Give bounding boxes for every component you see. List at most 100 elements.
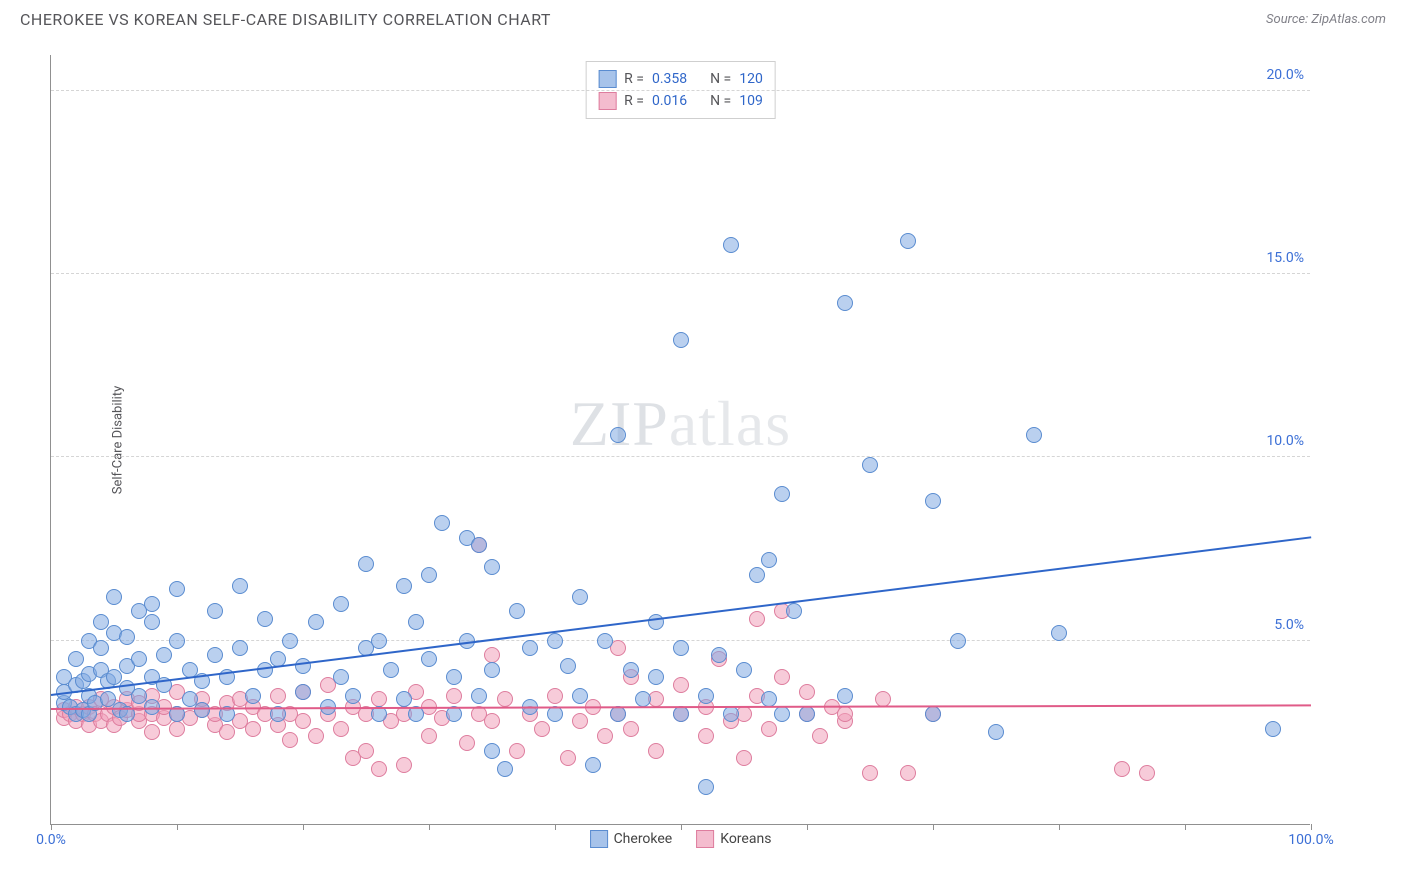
- gridline-h: [51, 456, 1310, 457]
- scatter-point-a: [484, 662, 500, 678]
- trendline-a: [51, 536, 1311, 696]
- scatter-point-a: [257, 662, 273, 678]
- scatter-point-a: [371, 633, 387, 649]
- x-tick: [807, 824, 808, 830]
- scatter-point-a: [295, 684, 311, 700]
- scatter-point-a: [358, 556, 374, 572]
- scatter-point-a: [1265, 721, 1281, 737]
- scatter-point-a: [156, 647, 172, 663]
- y-tick-label: 5.0%: [1274, 617, 1304, 633]
- scatter-point-b: [1139, 765, 1155, 781]
- scatter-point-b: [484, 713, 500, 729]
- scatter-point-a: [723, 706, 739, 722]
- scatter-point-a: [736, 662, 752, 678]
- scatter-point-b: [270, 688, 286, 704]
- legend: Cherokee Koreans: [590, 830, 772, 848]
- scatter-point-a: [257, 611, 273, 627]
- scatter-point-b: [698, 728, 714, 744]
- scatter-point-a: [610, 427, 626, 443]
- scatter-point-a: [988, 724, 1004, 740]
- scatter-point-a: [950, 633, 966, 649]
- gridline-h: [51, 90, 1310, 91]
- scatter-point-b: [761, 721, 777, 737]
- chart-area: Self-Care Disability ZIPatlas R = 0.358 …: [50, 55, 1380, 825]
- scatter-point-a: [597, 633, 613, 649]
- scatter-point-b: [509, 743, 525, 759]
- legend-label-b: Koreans: [720, 831, 771, 847]
- scatter-point-a: [925, 706, 941, 722]
- scatter-point-a: [497, 761, 513, 777]
- scatter-point-a: [232, 578, 248, 594]
- scatter-point-a: [421, 651, 437, 667]
- swatch-b-icon: [696, 830, 714, 848]
- x-tick: [1185, 824, 1186, 830]
- scatter-point-a: [68, 651, 84, 667]
- scatter-point-a: [547, 633, 563, 649]
- scatter-point-a: [119, 629, 135, 645]
- scatter-point-a: [648, 669, 664, 685]
- r-label: R =: [624, 93, 644, 109]
- x-tick: [177, 824, 178, 830]
- scatter-point-a: [333, 596, 349, 612]
- n-label: N =: [710, 93, 731, 109]
- n-label: N =: [710, 71, 731, 87]
- scatter-point-a: [282, 633, 298, 649]
- scatter-point-a: [723, 237, 739, 253]
- scatter-point-b: [572, 713, 588, 729]
- scatter-point-a: [345, 688, 361, 704]
- stats-row-a: R = 0.358 N = 120: [598, 68, 763, 90]
- swatch-b-icon: [598, 92, 616, 110]
- scatter-point-a: [774, 706, 790, 722]
- scatter-point-a: [761, 552, 777, 568]
- scatter-point-a: [711, 647, 727, 663]
- scatter-point-b: [282, 732, 298, 748]
- scatter-point-a: [232, 640, 248, 656]
- scatter-point-b: [446, 688, 462, 704]
- scatter-point-b: [774, 669, 790, 685]
- legend-label-a: Cherokee: [614, 831, 673, 847]
- scatter-point-a: [471, 537, 487, 553]
- y-tick-label: 10.0%: [1266, 433, 1304, 449]
- scatter-point-a: [673, 332, 689, 348]
- scatter-point-a: [434, 515, 450, 531]
- scatter-point-a: [396, 578, 412, 594]
- scatter-point-b: [497, 691, 513, 707]
- scatter-point-b: [534, 721, 550, 737]
- x-tick: [51, 824, 52, 830]
- scatter-point-a: [1051, 625, 1067, 641]
- x-tick: [1311, 824, 1312, 830]
- n-value-b: 109: [739, 93, 763, 109]
- scatter-point-b: [1114, 761, 1130, 777]
- scatter-point-a: [169, 581, 185, 597]
- scatter-point-a: [383, 662, 399, 678]
- swatch-a-icon: [590, 830, 608, 848]
- scatter-point-b: [421, 728, 437, 744]
- scatter-point-b: [371, 761, 387, 777]
- scatter-point-b: [333, 721, 349, 737]
- legend-item-b: Koreans: [696, 830, 771, 848]
- x-tick: [303, 824, 304, 830]
- gridline-h: [51, 273, 1310, 274]
- y-tick-label: 20.0%: [1266, 67, 1304, 83]
- x-tick: [933, 824, 934, 830]
- scatter-point-a: [484, 559, 500, 575]
- scatter-point-a: [169, 633, 185, 649]
- scatter-point-a: [509, 603, 525, 619]
- scatter-point-a: [673, 706, 689, 722]
- scatter-point-a: [799, 706, 815, 722]
- scatter-point-b: [749, 611, 765, 627]
- legend-item-a: Cherokee: [590, 830, 673, 848]
- scatter-point-a: [900, 233, 916, 249]
- scatter-point-b: [900, 765, 916, 781]
- r-label: R =: [624, 71, 644, 87]
- scatter-point-b: [547, 688, 563, 704]
- scatter-point-a: [623, 662, 639, 678]
- x-tick: [429, 824, 430, 830]
- scatter-point-a: [93, 640, 109, 656]
- scatter-point-b: [623, 721, 639, 737]
- scatter-point-a: [635, 691, 651, 707]
- scatter-point-a: [837, 688, 853, 704]
- swatch-a-icon: [598, 70, 616, 88]
- scatter-point-a: [560, 658, 576, 674]
- scatter-point-a: [673, 640, 689, 656]
